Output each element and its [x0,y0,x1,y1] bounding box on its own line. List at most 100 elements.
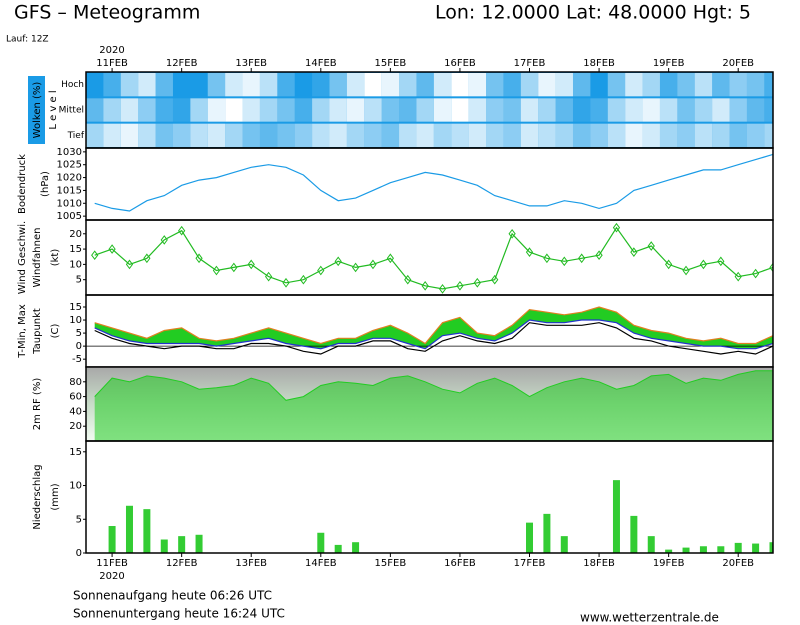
wind-marker [404,274,412,285]
wind-marker [299,274,308,285]
cloud-cell [190,73,207,96]
cloud-cell [312,73,330,97]
panel-label: (hPa) [40,171,51,197]
humidity-area [94,370,773,441]
temp-line [94,319,773,350]
cloud-cell [312,123,330,147]
cloud-cell [468,73,487,97]
cloud-cell [433,123,452,147]
panel-frame [85,147,774,221]
panel-label: 2m RF (%) [32,378,43,431]
cloud-cell [416,123,434,147]
panel-label: Bodendruck [17,154,28,214]
x-tick-label: 15FEB [375,58,407,69]
wind-marker [178,225,186,236]
wind-marker [212,265,221,276]
temp-range [94,307,773,349]
wind-marker [160,235,168,245]
panel-area [86,367,773,441]
x-tick-label: 14FEB [305,558,337,569]
panel-frame [85,294,774,368]
cloud-cell [259,73,278,97]
precip-bar [630,515,638,553]
cloud-cell [155,123,173,147]
precip-bar [143,509,151,553]
wind-marker [473,277,481,288]
cloud-cell [712,98,730,122]
cloud-cell [764,73,773,97]
cloud-cell [451,123,469,147]
panel-line [94,153,773,212]
panel-temperature [86,306,773,355]
y-tick-label: 10 [69,481,82,492]
panel-bar [108,480,773,553]
x-tick-label: 17FEB [514,558,546,569]
cloud-cell [677,73,695,97]
cloud-cell [294,123,313,147]
cloud-cell [242,73,260,97]
y-tick-label: 80 [69,377,82,388]
precip-bar [334,544,342,553]
y-tick-label: 1015 [57,185,82,196]
wind-marker [751,268,760,279]
cloud-cell [120,98,139,122]
panel-label: L e v e l [48,90,59,129]
x-tick-label: 19FEB [653,558,685,569]
cloud-cell [225,98,243,122]
cloud-cell [155,73,173,97]
x-tick-label: 20FEB [722,58,754,69]
panel-label: T-Min, Max [17,304,28,359]
cloud-cell [277,123,295,147]
x-tick-label: 17FEB [514,58,546,69]
precip-bar [682,547,690,553]
cloud-cell [729,98,747,122]
y-tick-label: 10 [69,259,82,270]
temp-line [94,306,773,345]
wind-marker [682,265,690,276]
precip-bar [526,522,534,553]
y-tick-label: 0 [76,548,82,559]
cloud-cell [277,73,295,97]
cloud-cell [138,123,156,147]
cloud-cell [555,98,573,122]
cloud-cell [607,123,626,147]
cloud-cell [764,123,773,147]
cloud-cell [346,73,365,97]
cloud-cell [694,73,713,97]
wind-marker [491,274,499,285]
cloud-cell [190,98,208,122]
cloud-cell [190,123,208,147]
wind-marker [386,253,394,264]
x-tick-label: 16FEB [444,58,476,69]
cloud-cell [172,98,191,122]
panel-label: Wolken (%) [32,82,43,139]
cloud-cell [555,73,573,97]
cloud-cell [207,98,226,122]
cloud-cell [381,73,400,97]
precip-bar [352,542,360,553]
cloud-cell [173,73,190,96]
wind-marker [647,241,655,251]
wind-marker [264,271,273,282]
precip-bar [108,526,116,553]
y-tick-label: 15 [69,302,82,313]
y-tick-label: 15 [69,447,82,458]
cloud-cell [155,98,173,122]
pressure-line [94,153,773,212]
cloud-cell [416,73,434,97]
panel-label: (kt) [50,249,61,267]
cloud-cell [138,98,156,122]
precip-bar [769,542,773,553]
panel-label: Windfahnen [32,228,43,288]
year: 2020 [99,45,124,56]
wind-marker [525,247,534,257]
y-tick-label: 1005 [57,211,82,222]
cloud-cell [625,123,643,147]
cloud-cell [503,123,521,147]
cloud-cell [225,123,243,147]
wind-marker [334,256,342,267]
panel-frame [85,440,774,554]
y-tick-label: 60 [69,392,82,403]
wind-marker [125,259,134,270]
wind-marker [560,256,568,267]
